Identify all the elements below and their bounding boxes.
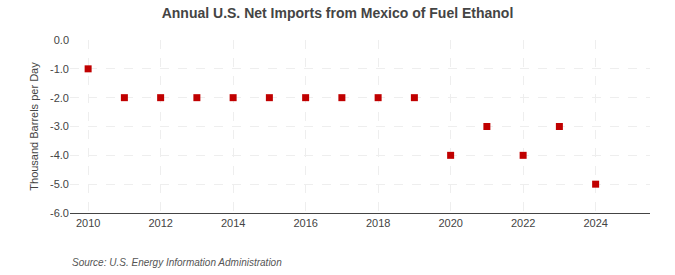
svg-text:2014: 2014 bbox=[221, 217, 245, 229]
svg-text:2016: 2016 bbox=[293, 217, 317, 229]
svg-text:2020: 2020 bbox=[438, 217, 462, 229]
svg-text:2022: 2022 bbox=[511, 217, 535, 229]
svg-text:-2.0: -2.0 bbox=[50, 92, 69, 104]
svg-text:Source: U.S. Energy Informatio: Source: U.S. Energy Information Administ… bbox=[72, 257, 282, 268]
svg-text:2010: 2010 bbox=[76, 217, 100, 229]
svg-text:-4.0: -4.0 bbox=[50, 149, 69, 161]
svg-text:-5.0: -5.0 bbox=[50, 178, 69, 190]
svg-text:2024: 2024 bbox=[583, 217, 607, 229]
svg-text:Thousand Barrels per Day: Thousand Barrels per Day bbox=[28, 62, 40, 191]
svg-text:-3.0: -3.0 bbox=[50, 120, 69, 132]
svg-text:Annual U.S. Net Imports from M: Annual U.S. Net Imports from Mexico of F… bbox=[162, 5, 514, 21]
svg-text:2018: 2018 bbox=[366, 217, 390, 229]
svg-text:0.0: 0.0 bbox=[54, 34, 69, 46]
svg-text:-6.0: -6.0 bbox=[50, 207, 69, 219]
svg-text:2012: 2012 bbox=[148, 217, 172, 229]
svg-text:-1.0: -1.0 bbox=[50, 63, 69, 75]
